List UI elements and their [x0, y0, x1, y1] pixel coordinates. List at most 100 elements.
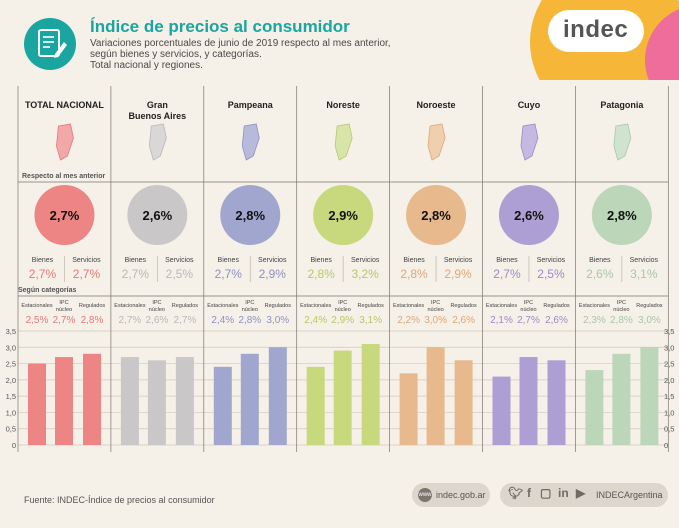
category-label: Estacionales	[21, 303, 52, 309]
servicios-value: 2,9%	[259, 267, 287, 281]
category-value: 2,7%	[53, 315, 76, 326]
general-rate-value: 2,7%	[50, 208, 80, 223]
category-bar	[612, 353, 631, 445]
category-label: Estacionales	[114, 303, 145, 309]
general-rate-circle	[34, 185, 95, 245]
category-bar	[640, 347, 659, 445]
y-tick-label-right: 3,5	[664, 327, 674, 336]
category-bar	[147, 360, 166, 445]
region-map-icon	[334, 123, 353, 161]
twitter-icon[interactable]: 🐦︎	[508, 486, 524, 500]
youtube-icon[interactable]: ▶	[576, 486, 586, 500]
bienes-label: Bienes	[310, 257, 332, 264]
servicios-label: Servicios	[258, 257, 287, 264]
category-label: IPC	[338, 300, 347, 306]
region-name: Noroeste	[417, 100, 456, 110]
category-value: 3,0%	[424, 315, 447, 326]
category-bar	[361, 344, 380, 445]
bienes-label: Bienes	[218, 257, 240, 264]
bienes-label: Bienes	[589, 257, 611, 264]
servicios-label: Servicios	[351, 257, 380, 264]
y-tick-label-right: 3,0	[664, 343, 674, 352]
general-rate-circle	[220, 185, 281, 245]
region-map-icon	[241, 123, 260, 161]
subtitle-line: según bienes y servicios, y categorías.	[90, 49, 262, 60]
globe-icon: www	[418, 488, 432, 502]
servicios-value: 2,9%	[444, 267, 472, 281]
category-label: Regulados	[265, 303, 292, 309]
y-tick-label-right: 0,5	[664, 425, 674, 434]
category-value: 2,7%	[119, 315, 142, 326]
category-label: Regulados	[636, 303, 663, 309]
region-name: Patagonia	[600, 100, 644, 110]
category-bar	[120, 357, 139, 445]
category-label: Regulados	[358, 303, 385, 309]
category-label: Estacionales	[393, 303, 424, 309]
subtitle-line: Variaciones porcentuales de junio de 201…	[90, 38, 391, 49]
region-name: TOTAL NACIONAL	[25, 100, 104, 110]
general-rate-value: 2,8%	[235, 208, 265, 223]
servicios-label: Servicios	[72, 257, 101, 264]
general-rate-value: 2,8%	[607, 208, 637, 223]
y-tick-label-right: 1,5	[664, 392, 674, 401]
web-link-text[interactable]: indec.gob.ar	[436, 490, 486, 500]
general-rate-circle	[127, 185, 188, 245]
servicios-label: Servicios	[165, 257, 194, 264]
bienes-value: 2,7%	[493, 267, 521, 281]
bienes-label: Bienes	[125, 257, 147, 264]
category-value: 3,0%	[638, 315, 661, 326]
category-bar	[268, 347, 287, 445]
y-tick-label-left: 1,0	[6, 408, 16, 417]
category-value: 2,5%	[26, 315, 49, 326]
source-note: Fuente: INDEC-Índice de precios al consu…	[24, 495, 215, 505]
y-tick-label-left: 0,5	[6, 425, 16, 434]
category-value: 2,6%	[545, 315, 568, 326]
category-value: 2,7%	[174, 315, 197, 326]
category-label: Regulados	[450, 303, 477, 309]
y-tick-label-right: 2,0	[664, 376, 674, 385]
y-tick-label-left: 2,0	[6, 376, 16, 385]
facebook-icon[interactable]: f	[527, 486, 531, 500]
y-tick-label-left: 0	[12, 441, 16, 450]
social-handle[interactable]: INDECArgentina	[596, 490, 663, 500]
y-tick-label-right: 1,0	[664, 408, 674, 417]
region-name: Buenos Aires	[129, 111, 187, 121]
category-value: 2,7%	[517, 315, 540, 326]
category-label: Estacionales	[300, 303, 331, 309]
category-bar	[426, 347, 445, 445]
category-value: 2,6%	[146, 315, 169, 326]
category-value: 2,4%	[304, 315, 327, 326]
region-map-icon	[56, 123, 74, 161]
general-rate-value: 2,9%	[328, 208, 358, 223]
servicios-value: 2,7%	[73, 267, 101, 281]
category-label: Regulados	[543, 303, 570, 309]
category-bar	[399, 373, 418, 445]
category-label: IPC	[245, 300, 254, 306]
region-map-icon	[148, 123, 167, 161]
linkedin-icon[interactable]: in	[558, 486, 569, 500]
subtitle-line: Total nacional y regiones.	[90, 60, 203, 71]
general-rate-circle	[313, 185, 374, 245]
category-bar	[306, 366, 325, 445]
bienes-label: Bienes	[403, 257, 425, 264]
category-bar	[547, 360, 566, 445]
instagram-icon[interactable]: ▢	[540, 486, 552, 500]
document-pencil-icon	[24, 18, 76, 70]
social-links[interactable]	[500, 483, 668, 507]
category-value: 2,2%	[397, 315, 420, 326]
category-value: 2,6%	[452, 315, 475, 326]
bienes-label: Bienes	[32, 257, 54, 264]
category-bar	[240, 353, 259, 445]
category-value: 2,1%	[490, 315, 513, 326]
category-value: 3,1%	[359, 315, 382, 326]
general-rate-value: 2,6%	[143, 208, 173, 223]
category-value: 2,3%	[583, 315, 606, 326]
y-tick-label-left: 3,5	[6, 327, 16, 336]
bienes-value: 2,6%	[586, 267, 614, 281]
general-rate-value: 2,6%	[514, 208, 544, 223]
y-tick-label-right: 2,5	[664, 360, 674, 369]
category-label: IPC	[59, 300, 68, 306]
page-subtitle: Variaciones porcentuales de junio de 201…	[90, 38, 420, 71]
servicios-label: Servicios	[630, 257, 659, 264]
section-label-respecto: Respecto al mes anterior	[22, 173, 106, 180]
